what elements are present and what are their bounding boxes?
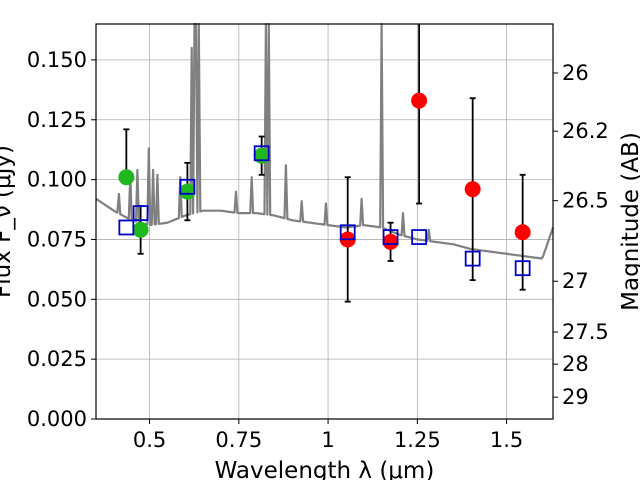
data-markers (118, 92, 531, 277)
model-point-square (464, 250, 481, 267)
magnitude-tick-label: 28 (562, 352, 589, 376)
data-point-circle (382, 233, 399, 250)
y-tick-label: 0.000 (27, 407, 87, 431)
data-point-circle (132, 221, 149, 238)
model-point-square (132, 205, 149, 222)
y-tick-label: 0.050 (27, 287, 87, 311)
x-tick-label: 0.5 (133, 428, 166, 452)
model-point-square (179, 178, 196, 195)
sed-model-spectrum (95, 22, 555, 260)
magnitude-tick-label: 26 (562, 61, 589, 85)
model-point-square (339, 224, 356, 241)
sed-line (95, 22, 555, 260)
x-axis-title: Wavelength λ (μm) (215, 458, 435, 480)
y-tick-label: 0.100 (27, 168, 87, 192)
plot-frame (95, 23, 554, 420)
magnitude-tick-label: 27 (562, 269, 589, 293)
x-tick-label: 1.5 (490, 428, 523, 452)
magnitude-tick-label: 27.5 (562, 320, 609, 344)
y-axis-ticks: 0.000 0.025 0.050 0.075 0.100 0.125 0.150 (27, 48, 96, 431)
model-point-square (514, 260, 531, 277)
data-point-circle (253, 147, 270, 164)
data-point-circle (179, 183, 196, 200)
x-tick-label: 1 (321, 428, 334, 452)
data-point-circle (464, 181, 481, 198)
model-point-square (253, 145, 270, 162)
data-point-circle (411, 92, 428, 109)
y-tick-label: 0.150 (27, 48, 87, 72)
magnitude-axis-title: Magnitude (AB) (618, 132, 640, 311)
y-tick-label: 0.025 (27, 347, 87, 371)
magnitude-tick-label: 26.2 (562, 119, 609, 143)
model-point-square (118, 219, 135, 236)
x-tick-label: 1.25 (394, 428, 441, 452)
data-point-circle (514, 224, 531, 241)
y-tick-label: 0.125 (27, 108, 87, 132)
magnitude-tick-label: 26.5 (562, 189, 609, 213)
model-point-square (411, 229, 428, 245)
magnitude-tick-label: 29 (562, 385, 589, 409)
y-axis-title: Flux F_ν (μJy) (0, 145, 16, 298)
x-axis-ticks: 0.5 0.75 1 1.25 1.5 (133, 419, 523, 452)
model-point-square (382, 229, 399, 245)
y-tick-label: 0.075 (27, 227, 87, 251)
magnitude-axis-ticks: 26 26.2 26.5 27 27.5 28 29 (553, 61, 609, 409)
x-tick-label: 0.75 (215, 428, 262, 452)
data-point-circle (118, 169, 135, 186)
